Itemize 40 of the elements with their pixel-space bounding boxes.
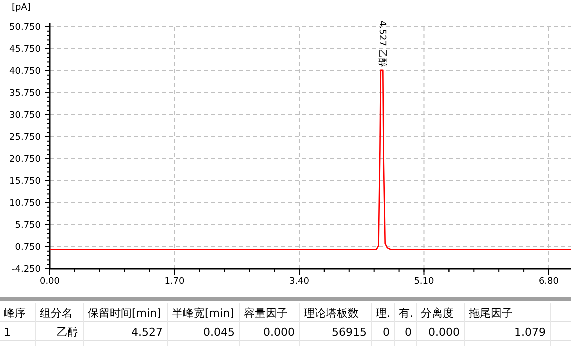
y-tick-label: 50.750 <box>10 23 42 33</box>
y-tick-label: 25.750 <box>10 133 42 143</box>
y-tick-label: 0.750 <box>15 243 42 253</box>
y-tick-label: 5.750 <box>15 221 42 231</box>
text: 0 <box>405 326 412 339</box>
text: 半峰宽[min] <box>172 307 234 320</box>
y-tick-label: 35.750 <box>10 89 42 99</box>
text: 理. <box>376 307 390 320</box>
text: 拖尾因子 <box>468 307 513 320</box>
text: 0.000 <box>428 326 460 339</box>
text: 容量因子 <box>244 307 288 320</box>
text: 乙醇 <box>57 326 79 339</box>
y-tick-label: 45.750 <box>10 45 42 55</box>
x-tick-label: 0.00 <box>40 277 60 287</box>
text: 理论塔板数 <box>304 307 359 320</box>
y-tick-label: 10.750 <box>10 199 42 209</box>
x-tick-label: 1.70 <box>164 277 186 287</box>
annotation: 4.527 乙醇 <box>376 20 388 68</box>
text: 峰序 <box>4 307 26 320</box>
text: 4.527 <box>132 326 163 339</box>
text: 有. <box>399 307 414 320</box>
y-tick-label: -4.250 <box>12 265 42 275</box>
text: 1 <box>4 326 11 339</box>
text: 分离度 <box>421 307 454 320</box>
y-tick-label: 15.750 <box>10 177 42 187</box>
text: 1.079 <box>514 326 546 339</box>
y-tick-label: 20.750 <box>10 155 42 165</box>
text: 0.045 <box>204 326 235 339</box>
text: 0 <box>383 326 390 339</box>
text: 0.000 <box>264 326 295 339</box>
x-tick-label: 5.10 <box>414 277 435 287</box>
y-tick-label: 30.750 <box>10 111 42 121</box>
line-series <box>49 70 571 251</box>
y-tick-label: 40.750 <box>10 67 42 77</box>
x-tick-label: 3.40 <box>289 277 310 287</box>
y-axis-title: [pA] <box>12 3 31 13</box>
text: 组分名 <box>40 307 73 320</box>
text: 保留时间[min] <box>88 307 162 320</box>
text: 56915 <box>332 326 367 339</box>
x-tick-label: 6.80 <box>538 277 560 287</box>
